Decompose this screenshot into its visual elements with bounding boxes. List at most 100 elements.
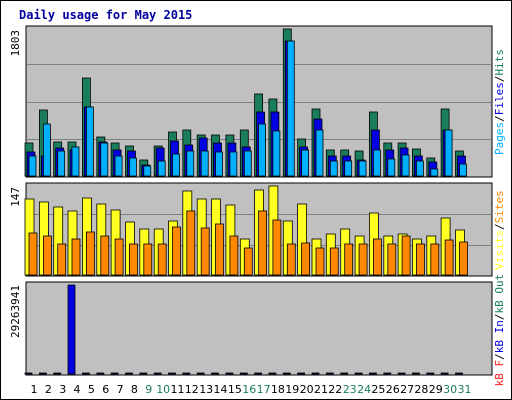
x-tick-label: 24 xyxy=(357,383,371,396)
x-tick-label: 28 xyxy=(414,383,428,396)
bar-visits-sites-day15 xyxy=(229,235,239,276)
bar-kbytes-kb-in-day27 xyxy=(397,372,406,375)
bar-hits-pages-day13 xyxy=(200,150,209,177)
bar-visits-sites-day24 xyxy=(358,243,368,276)
bar-visits-sites-day26 xyxy=(387,243,397,276)
bar-visits-sites-day19 xyxy=(286,243,296,276)
x-tick-label: 18 xyxy=(271,383,285,396)
bar-hits-pages-day22 xyxy=(329,160,338,177)
x-tick-label: 1 xyxy=(31,383,38,396)
bar-hits-pages-day26 xyxy=(387,158,396,177)
legend-entry: / xyxy=(493,313,506,320)
x-tick-label: 4 xyxy=(74,383,81,396)
x-tick-label: 13 xyxy=(199,383,213,396)
bar-kbytes-kb-in-day14 xyxy=(211,372,219,375)
ymax-label-visits: 147 xyxy=(9,187,22,207)
x-tick-label: 15 xyxy=(228,383,242,396)
bar-visits-sites-day11 xyxy=(172,226,181,276)
bar-kbytes-kb-in-day9 xyxy=(139,372,148,375)
x-tick-label: 6 xyxy=(102,383,109,396)
bar-hits-pages-day9 xyxy=(143,165,152,177)
bar-visits-sites-day9 xyxy=(143,243,153,276)
bar-visits-sites-day20 xyxy=(301,242,311,276)
bar-hits-pages-day27 xyxy=(401,154,410,177)
legend-entry: kB In xyxy=(493,320,506,353)
bar-visits-sites-day5 xyxy=(86,231,95,276)
legend-entry: / xyxy=(493,223,506,230)
bar-hits-pages-day29 xyxy=(430,168,439,177)
bar-hits-pages-day18 xyxy=(272,130,281,177)
bar-hits-pages-day15 xyxy=(229,151,238,177)
legend-entry: / xyxy=(493,76,506,83)
bar-kbytes-kb-in-day2 xyxy=(39,372,47,375)
bar-kbytes-kb-in-day31 xyxy=(455,372,463,375)
chart-title: Daily usage for May 2015 xyxy=(19,8,192,22)
bar-kbytes-kb-in-day16 xyxy=(239,372,248,375)
bar-hits-pages-day28 xyxy=(415,160,424,177)
bar-hits-pages-day24 xyxy=(358,160,367,177)
bar-visits-sites-day23 xyxy=(344,243,354,276)
bar-kbytes-kb-in-day24 xyxy=(354,372,363,375)
bar-hits-pages-day14 xyxy=(215,151,223,177)
bar-kbytes-kb-in-day12 xyxy=(182,372,191,375)
bar-visits-sites-day29 xyxy=(430,243,440,276)
legend-entry: Hits xyxy=(493,49,506,76)
legend-entry: kB F xyxy=(493,360,506,387)
bar-kbytes-kb-in-day25 xyxy=(368,372,377,375)
bar-kbytes-kb-in-day11 xyxy=(168,372,176,375)
x-tick-label: 2 xyxy=(45,383,52,396)
bar-visits-sites-day3 xyxy=(57,243,67,276)
bar-hits-pages-day1 xyxy=(28,155,37,177)
bar-hits-pages-day2 xyxy=(43,123,51,177)
x-tick-label: 16 xyxy=(242,383,256,396)
bar-visits-sites-day21 xyxy=(315,247,325,276)
legend-entry: Pages xyxy=(493,122,506,155)
bar-hits-pages-day8 xyxy=(128,157,137,177)
legend-entry: kB Out xyxy=(493,274,506,314)
ymax-label-hits: 1803 xyxy=(9,30,22,57)
x-tick-label: 29 xyxy=(429,383,443,396)
bar-kbytes-kb-in-day6 xyxy=(96,372,105,375)
panel-kbytes xyxy=(25,281,493,376)
bar-hits-pages-day10 xyxy=(157,160,166,177)
bar-kbytes-kb-in-day4 xyxy=(67,284,76,375)
bar-kbytes-kb-in-day18 xyxy=(268,372,277,375)
bar-kbytes-kb-in-day28 xyxy=(411,372,420,375)
bar-kbytes-kb-in-day5 xyxy=(82,372,90,375)
x-tick-label: 7 xyxy=(117,383,124,396)
bar-hits-pages-day20 xyxy=(301,149,310,177)
bar-hits-pages-day19 xyxy=(286,40,295,177)
x-tick-label: 9 xyxy=(145,383,152,396)
x-tick-label: 25 xyxy=(371,383,385,396)
bar-kbytes-kb-in-day7 xyxy=(110,372,119,375)
legend-entry: / xyxy=(493,115,506,122)
bar-visits-sites-day4 xyxy=(71,238,81,276)
bar-visits-sites-day13 xyxy=(200,227,210,276)
legend-hits: Pages/Files/Hits xyxy=(493,49,506,155)
bar-hits-pages-day7 xyxy=(114,155,123,177)
bar-visits-sites-day25 xyxy=(372,238,382,276)
legend-visits: Visits/Sites xyxy=(493,190,506,270)
bar-kbytes-kb-in-day3 xyxy=(53,372,62,375)
bar-kbytes-kb-in-day15 xyxy=(225,372,234,375)
bar-kbytes-kb-in-day20 xyxy=(297,372,306,375)
bar-kbytes-kb-in-day1 xyxy=(24,372,33,375)
bar-kbytes-kb-in-day26 xyxy=(383,372,392,375)
x-tick-label: 23 xyxy=(343,383,357,396)
x-tick-label: 19 xyxy=(285,383,299,396)
bar-hits-pages-day4 xyxy=(71,146,80,177)
bar-hits-pages-day17 xyxy=(258,123,267,177)
ymax-label-kbytes: 29263941 xyxy=(9,285,22,338)
legend-entry: Files xyxy=(493,82,506,115)
bar-hits-pages-day31 xyxy=(459,163,467,177)
x-tick-label: 5 xyxy=(88,383,95,396)
x-tick-label: 3 xyxy=(59,383,66,396)
x-tick-label: 14 xyxy=(214,383,228,396)
x-tick-label: 10 xyxy=(156,383,170,396)
bar-kbytes-kb-in-day8 xyxy=(125,372,133,375)
bar-hits-pages-day11 xyxy=(172,153,180,177)
bar-visits-sites-day14 xyxy=(215,223,224,276)
bar-visits-sites-day16 xyxy=(243,247,253,276)
legend-entry: Visits xyxy=(493,230,506,270)
